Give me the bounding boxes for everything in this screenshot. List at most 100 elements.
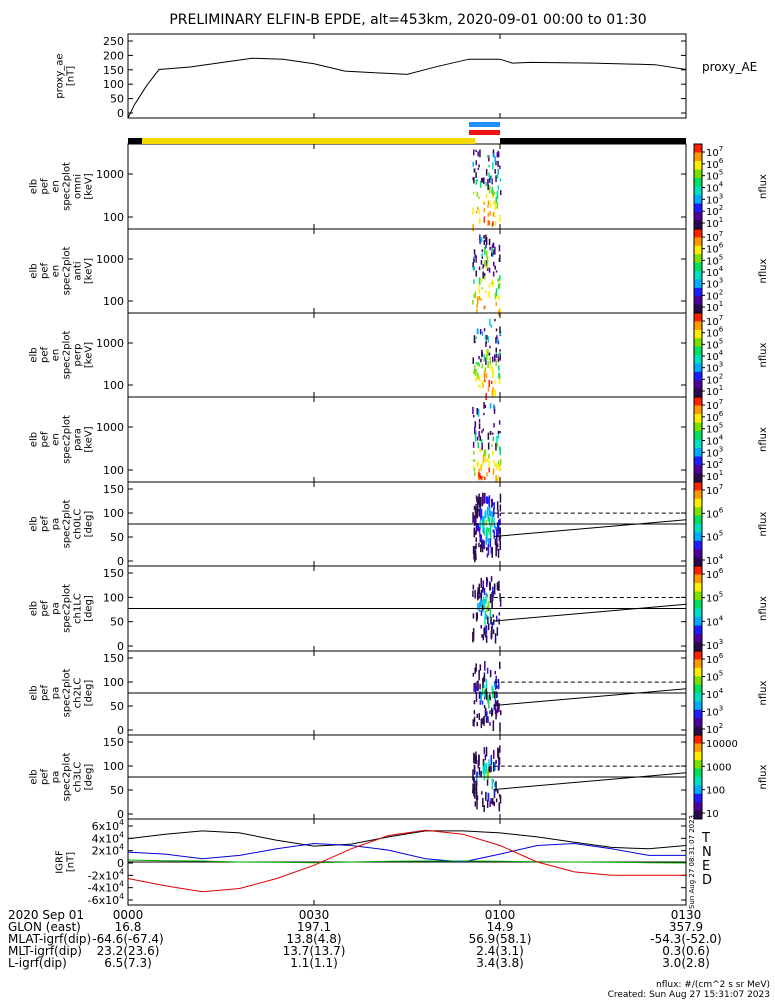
colorbar-segment <box>694 777 702 782</box>
colorbar-segment <box>694 498 702 504</box>
colorbar-segment <box>694 292 702 297</box>
spectrogram-cell <box>483 216 486 223</box>
spectrogram-cell <box>474 340 476 344</box>
spectrogram-cell <box>475 663 477 672</box>
colorbar-segment <box>694 266 702 272</box>
ylabel-line: [deg] <box>84 511 95 538</box>
spectrogram-cell <box>499 275 501 281</box>
spectrogram-cell <box>482 580 484 591</box>
colorbar-tick-label: 105 <box>706 591 723 605</box>
colorbar-label: nflux <box>758 596 769 621</box>
spectrogram-cell <box>485 253 488 256</box>
ylabel-line: pef <box>40 347 51 364</box>
colorbar-segment <box>694 190 702 196</box>
spectrogram-cell <box>487 154 489 158</box>
colorbar-tick-label: 106 <box>706 506 724 520</box>
spectrogram-cell <box>493 530 496 539</box>
spectrogram-cell <box>482 766 484 775</box>
spectrogram-cell <box>482 539 484 548</box>
spectrogram-cell <box>488 291 490 299</box>
colorbar-segment <box>694 296 702 301</box>
spectrogram-cell <box>487 514 489 522</box>
spectrogram-cell <box>477 206 479 211</box>
spectrogram-cell <box>477 167 479 170</box>
spectrogram-cell <box>493 584 496 590</box>
spectrogram-cell <box>481 430 483 434</box>
spectrogram-cell <box>483 402 485 409</box>
spectrogram-cell <box>497 526 499 538</box>
spectrogram-cell <box>492 629 495 634</box>
spectrogram-cell <box>499 536 502 540</box>
colorbar-segment <box>694 367 702 373</box>
colorbar-segment <box>694 629 702 635</box>
spectrogram-cell <box>498 283 500 290</box>
spectrogram-cell <box>493 153 495 158</box>
spectrogram-cell <box>478 288 481 294</box>
spectrogram-cell <box>472 634 475 642</box>
colorbar-segment <box>694 814 702 820</box>
colorbar-segment <box>694 148 702 154</box>
spectrogram-cell <box>477 478 480 481</box>
colorbar-segment <box>694 431 702 436</box>
spectrogram-cell <box>485 373 488 379</box>
spectrogram-cell <box>487 545 490 556</box>
spectrogram-cell <box>498 794 501 798</box>
spectrogram-cell <box>492 614 494 618</box>
spectrogram-cell <box>483 761 486 771</box>
spectrogram-cell <box>483 235 485 239</box>
spectrogram-cell <box>473 279 475 284</box>
row-label: MLT-igrf(dip) <box>8 944 82 958</box>
spectrogram-cell <box>495 699 497 705</box>
spectrogram-cell <box>497 431 500 439</box>
spectrogram-cell <box>497 430 500 434</box>
spectrogram-cell <box>496 443 499 447</box>
row-label: L-igrf(dip) <box>8 956 67 970</box>
spectrogram-cell <box>489 318 491 326</box>
spectrogram-cell <box>485 716 488 723</box>
ylabel-line: [deg] <box>84 595 95 622</box>
spectrogram-cell <box>485 791 487 801</box>
spectrogram-cell <box>493 390 495 395</box>
spectrogram-cell <box>482 634 485 641</box>
spectrogram-cell <box>498 283 501 288</box>
spectrogram-cell <box>485 762 488 772</box>
colorbar-segment <box>694 144 702 149</box>
spectrogram-cell <box>477 151 479 157</box>
spectrogram-cell <box>484 707 487 717</box>
ylabel-line: pa <box>51 771 62 783</box>
spectrogram-cell <box>496 615 498 622</box>
colorbar-segment <box>694 342 702 348</box>
spectrogram-cell <box>498 365 500 371</box>
ylabel-line: spec2plot <box>62 247 73 296</box>
spectrogram-cell <box>487 716 489 723</box>
spectrogram-cell <box>478 363 480 367</box>
spectrogram-cell <box>482 759 485 770</box>
spectrogram-cell <box>482 428 484 432</box>
ylabel-line: spec2plot <box>62 753 73 802</box>
ylabel-line: pef <box>40 600 51 617</box>
colorbar-label: nflux <box>758 174 769 199</box>
spectrogram-cell <box>479 180 482 188</box>
colorbar-segment <box>694 503 702 508</box>
spectrogram-cell <box>486 779 489 786</box>
spectrogram-cell <box>495 546 497 557</box>
ytick-label: 0 <box>117 808 124 821</box>
colorbar-segment <box>694 634 702 639</box>
spectrogram-cell <box>475 336 477 339</box>
spectrogram-cell <box>499 353 501 361</box>
panel-en_para: elb pef en spec2plot para [keV] 10001001071061… <box>29 396 769 483</box>
spectrogram-cell <box>492 590 494 597</box>
colorbar-segment <box>694 793 702 799</box>
colorbar-segment <box>694 195 702 200</box>
spectrogram-cell <box>483 540 485 550</box>
spectrogram-cell <box>479 447 481 453</box>
loss-cone-line <box>493 688 687 707</box>
spectrogram-cell <box>475 780 478 785</box>
colorbar-segment <box>694 540 702 546</box>
spectrogram-cell <box>478 196 480 199</box>
ylabel-line: pef <box>40 769 51 786</box>
colorbar-tick-label: 10 <box>706 809 719 820</box>
spectrogram-cell <box>489 722 491 726</box>
colorbar-segment <box>694 203 702 209</box>
row-label: GLON (east) <box>8 920 81 934</box>
